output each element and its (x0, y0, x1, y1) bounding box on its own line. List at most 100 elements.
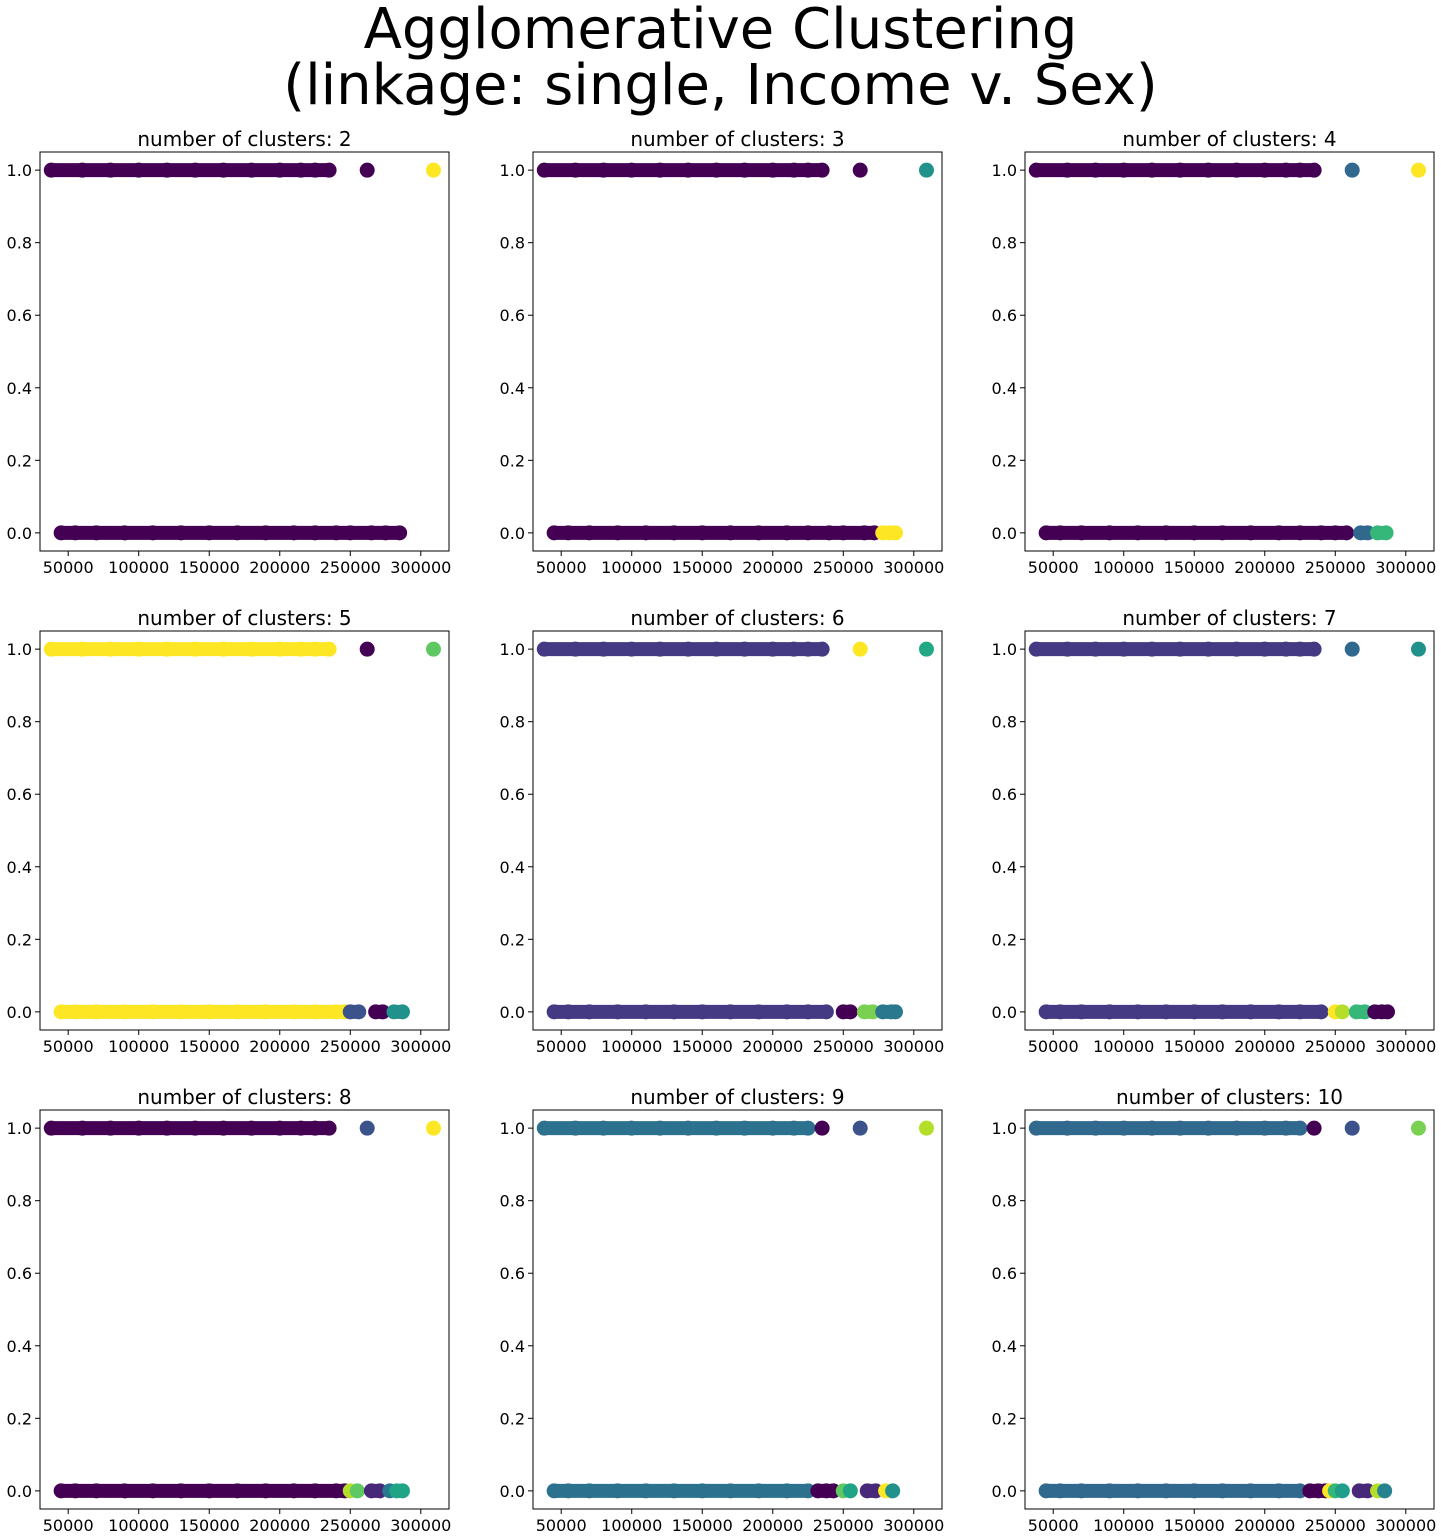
data-point (1306, 162, 1322, 178)
subplot-9: number of clusters: 10 50000 100000 150000 2… (992, 1085, 1437, 1535)
y-tick-label: 0.0 (500, 524, 525, 543)
data-point (1271, 1483, 1287, 1499)
data-point (666, 525, 682, 541)
data-point (567, 641, 583, 657)
y-tick-label: 0.4 (992, 1337, 1017, 1356)
x-tick-label: 250000 (320, 1516, 381, 1535)
data-point (272, 641, 288, 657)
data-point (201, 1483, 217, 1499)
data-point (425, 162, 441, 178)
data-point (88, 1483, 104, 1499)
y-tick-label: 0.8 (500, 234, 525, 253)
data-point (131, 162, 147, 178)
y-tick-label: 1.0 (7, 161, 32, 180)
data-point (842, 1483, 858, 1499)
x-tick-label: 200000 (742, 558, 803, 577)
data-point (342, 525, 358, 541)
data-point (765, 641, 781, 657)
data-point (159, 641, 175, 657)
subplot-5: number of clusters: 6 50000 100000 150000 20… (500, 606, 945, 1056)
data-point (215, 1120, 231, 1136)
x-tick-label: 150000 (1164, 558, 1225, 577)
axes-frame (39, 630, 450, 1031)
data-point (536, 162, 552, 178)
data-point (201, 1004, 217, 1020)
data-point (1130, 1004, 1146, 1020)
data-point (103, 162, 119, 178)
x-tick-label: 50000 (43, 1516, 94, 1535)
data-point (581, 1004, 597, 1020)
data-point (201, 525, 217, 541)
data-point (117, 525, 133, 541)
data-point (887, 525, 903, 541)
data-point (751, 525, 767, 541)
data-point (610, 1004, 626, 1020)
data-point (1243, 1483, 1259, 1499)
y-tick-label: 0.4 (992, 379, 1017, 398)
data-point (1344, 641, 1360, 657)
y-tick-label: 0.4 (500, 1337, 525, 1356)
data-point (1130, 525, 1146, 541)
data-point (1292, 162, 1308, 178)
data-point (43, 641, 59, 657)
data-point (1028, 1120, 1044, 1136)
y-tick-label: 0.6 (500, 785, 525, 804)
data-point (560, 525, 576, 541)
data-point (293, 162, 309, 178)
data-point (1200, 1120, 1216, 1136)
data-point (117, 1004, 133, 1020)
data-point (786, 162, 802, 178)
y-tick-label: 0.0 (500, 1482, 525, 1501)
data-point (187, 1120, 203, 1136)
data-point (680, 1120, 696, 1136)
x-tick-label: 250000 (320, 558, 381, 577)
data-point (321, 641, 337, 657)
data-point (624, 1120, 640, 1136)
data-point (818, 1004, 834, 1020)
data-point (1377, 1483, 1393, 1499)
data-point (1379, 1004, 1395, 1020)
data-point (652, 162, 668, 178)
data-point (722, 525, 738, 541)
data-point (1292, 641, 1308, 657)
data-point (1271, 525, 1287, 541)
y-tick-label: 0.6 (500, 1264, 525, 1283)
y-tick-label: 1.0 (7, 640, 32, 659)
data-point (74, 1120, 90, 1136)
data-point (1186, 525, 1202, 541)
data-point (1102, 1483, 1118, 1499)
data-point (359, 641, 375, 657)
data-point (1229, 1120, 1245, 1136)
data-point (800, 641, 816, 657)
data-point (737, 1120, 753, 1136)
data-point (215, 641, 231, 657)
data-point (852, 162, 868, 178)
data-point (43, 162, 59, 178)
subplot-title: number of clusters: 6 (630, 606, 844, 630)
data-point (800, 1004, 816, 1020)
subplot-title: number of clusters: 2 (137, 127, 351, 151)
x-tick-label: 150000 (179, 1516, 240, 1535)
data-point (1038, 525, 1054, 541)
x-tick-label: 100000 (108, 1037, 169, 1056)
subplot-4: number of clusters: 5 50000 100000 150000 20… (7, 606, 452, 1056)
data-point (1339, 525, 1355, 541)
x-tick-label: 300000 (1375, 1037, 1436, 1056)
data-point (835, 525, 851, 541)
data-point (286, 525, 302, 541)
data-point (546, 1004, 562, 1020)
x-tick-label: 100000 (108, 1516, 169, 1535)
data-point (1158, 1483, 1174, 1499)
data-point (88, 1004, 104, 1020)
x-tick-label: 50000 (43, 558, 94, 577)
data-point (708, 1120, 724, 1136)
data-point (53, 1004, 69, 1020)
data-point (560, 1004, 576, 1020)
x-tick-label: 250000 (813, 558, 874, 577)
y-tick-label: 0.6 (500, 306, 525, 325)
data-point (1214, 1483, 1230, 1499)
data-point (1038, 1004, 1054, 1020)
data-point (1073, 1004, 1089, 1020)
data-point (1334, 1004, 1350, 1020)
data-point (885, 1483, 901, 1499)
